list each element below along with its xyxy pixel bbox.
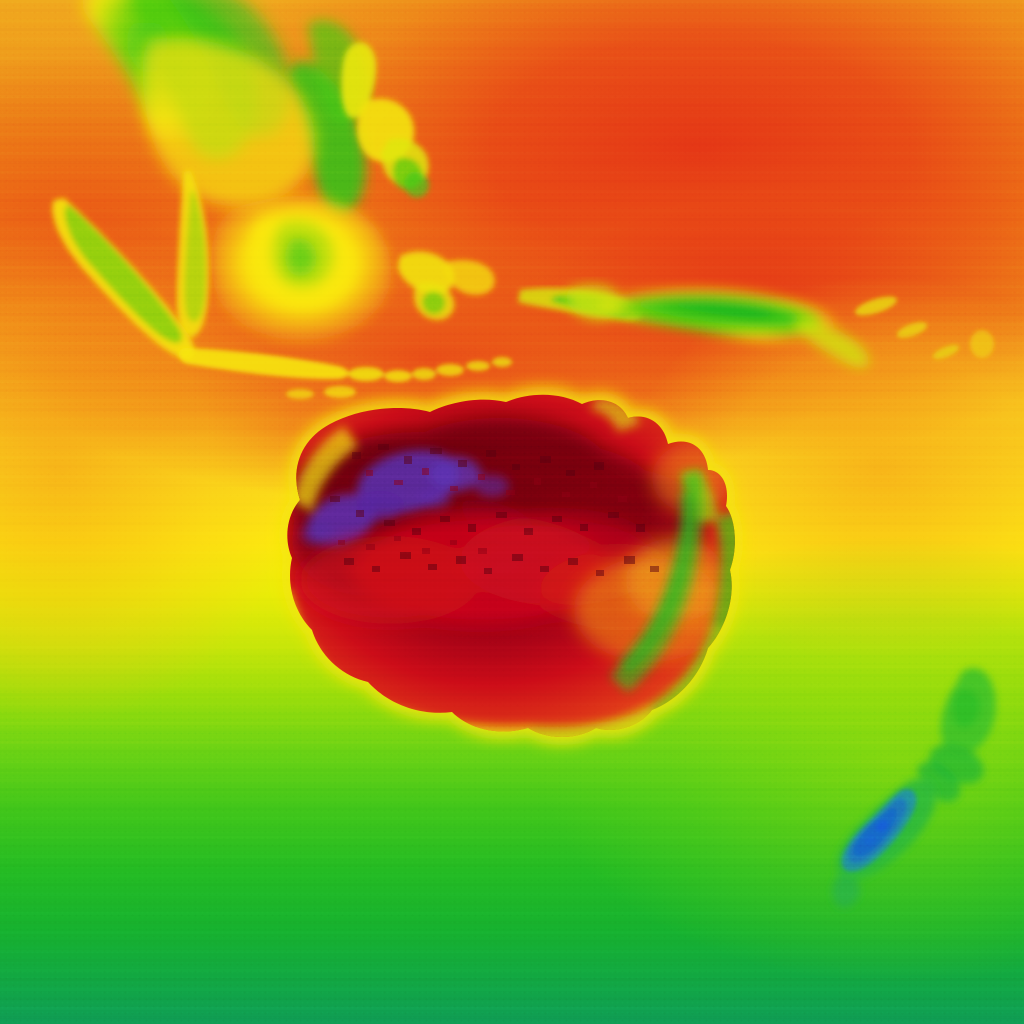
region-sulawesi: [397, 251, 495, 321]
nz-southern-alps-cold-core: [841, 789, 917, 872]
region-thailand-lowland: [142, 38, 316, 207]
nz-north-island: [917, 668, 997, 803]
region-new-guinea: [566, 284, 870, 369]
australia-temperature-field: [287, 394, 735, 737]
region-philippines: [341, 42, 430, 198]
australia-off-scale-purple: [301, 450, 509, 547]
region-malay-peninsula: [176, 170, 210, 338]
region-borneo: [210, 196, 392, 344]
region-solomon-islands: [854, 296, 994, 359]
australia-great-dividing-range: [610, 470, 703, 692]
region-java-lesser-sunda-arc: [178, 348, 512, 399]
australia-pixel-speckle: [330, 444, 659, 576]
region-sumatra: [52, 198, 195, 359]
